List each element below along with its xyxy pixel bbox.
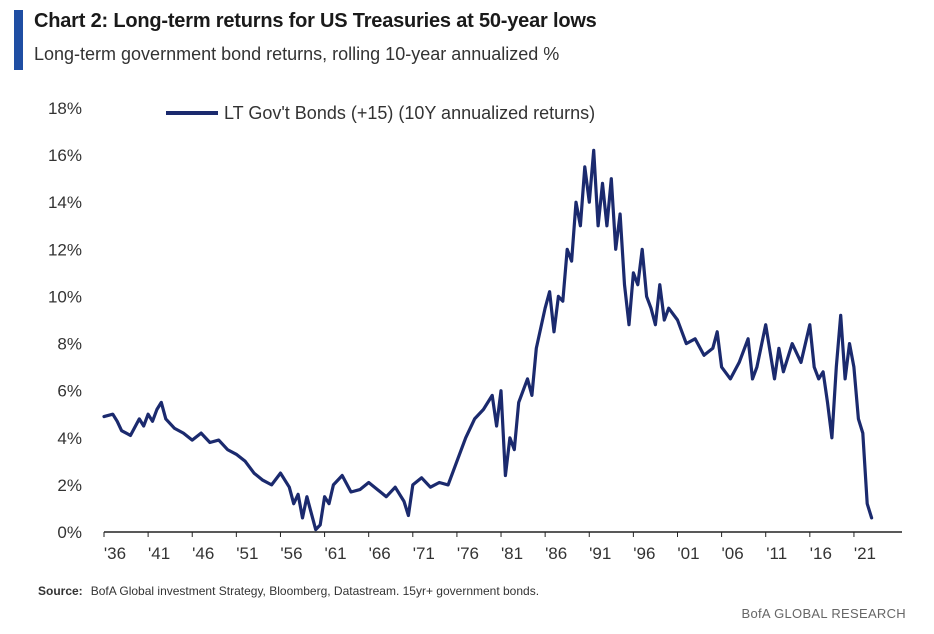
y-tick-label: 10% [48,287,82,306]
y-tick-label: 4% [57,429,82,448]
y-tick-label: 14% [48,193,82,212]
x-tick-label: '51 [236,544,258,563]
y-tick-label: 8% [57,335,82,354]
y-tick-label: 18% [48,99,82,118]
y-tick-label: 6% [57,382,82,401]
source-text: BofA Global investment Strategy, Bloombe… [90,584,540,598]
x-tick-label: '66 [369,544,391,563]
x-tick-label: '91 [589,544,611,563]
series-line-lt-gov-bonds [102,148,874,532]
x-tick-label: '71 [413,544,435,563]
source-note: Source: BofA Global investment Strategy, … [38,584,539,598]
x-tick-label: '36 [104,544,126,563]
y-tick-label: 2% [57,476,82,495]
x-tick-label: '16 [810,544,832,563]
x-tick-label: '76 [457,544,479,563]
x-tick-label: '56 [280,544,302,563]
line-chart: 0% 2% 4% 6% 8% 10% 12% 14% 16% 18% '36 '41 '46 '51 '5… [48,99,902,563]
legend: LT Gov't Bonds (+15) (10Y annualized ret… [166,103,595,123]
series-layer [102,148,874,532]
chart-subtitle: Long-term government bond returns, rolli… [34,44,560,64]
y-axis-ticks: 0% 2% 4% 6% 8% 10% 12% 14% 16% 18% [48,99,82,542]
y-tick-label: 12% [48,240,82,259]
x-tick-label: '96 [633,544,655,563]
legend-label: LT Gov't Bonds (+15) (10Y annualized ret… [224,103,595,123]
x-tick-label: '81 [501,544,523,563]
x-tick-label: '01 [677,544,699,563]
y-tick-label: 0% [57,523,82,542]
chart-title: Chart 2: Long-term returns for US Treasu… [34,10,597,32]
source-label: Source: [38,584,83,598]
x-axis: '36 '41 '46 '51 '56 '61 '66 '71 '76 '81 '86 '91 '96 '… [103,531,902,563]
y-tick-label: 16% [48,146,82,165]
x-tick-label: '61 [324,544,346,563]
x-tick-label: '21 [854,544,876,563]
brand-footer: BofA GLOBAL RESEARCH [741,606,906,621]
title-accent-bar [14,10,23,70]
x-tick-label: '06 [722,544,744,563]
x-tick-label: '86 [545,544,567,563]
x-tick-label: '46 [192,544,214,563]
x-tick-label: '41 [148,544,170,563]
x-tick-label: '11 [766,544,787,563]
